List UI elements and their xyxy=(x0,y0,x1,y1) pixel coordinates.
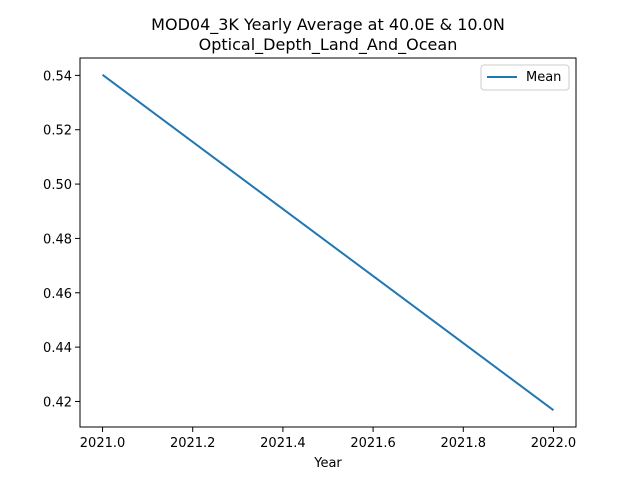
legend-box xyxy=(480,64,570,91)
x-tick-label: 2021.0 xyxy=(80,436,126,451)
legend: Mean xyxy=(480,64,570,91)
x-tick-label: 2021.6 xyxy=(350,436,396,451)
chart-title: MOD04_3K Yearly Average at 40.0E & 10.0N xyxy=(151,15,505,35)
plot-frame xyxy=(79,57,577,428)
chart-subtitle: Optical_Depth_Land_And_Ocean xyxy=(199,35,458,55)
x-tick-label: 2021.4 xyxy=(260,436,306,451)
y-tick-label: 0.42 xyxy=(43,395,72,410)
y-tick-label: 0.48 xyxy=(43,232,72,247)
y-tick-label: 0.52 xyxy=(43,124,72,139)
y-tick-label: 0.46 xyxy=(43,287,72,302)
x-axis: 2021.0 2021.2 2021.4 2021.6 2021.8 2022.0 xyxy=(80,427,576,451)
x-axis-label: Year xyxy=(313,456,342,471)
plot-area xyxy=(101,74,555,411)
x-tick-label: 2021.8 xyxy=(441,436,487,451)
x-tick-label: 2022.0 xyxy=(531,436,577,451)
x-tick-label: 2021.2 xyxy=(170,436,216,451)
y-axis: 0.42 0.44 0.46 0.48 0.50 0.52 0.54 xyxy=(43,69,80,410)
y-tick-label: 0.50 xyxy=(43,178,72,193)
y-tick-label: 0.54 xyxy=(43,69,72,84)
legend-label-mean: Mean xyxy=(526,70,561,85)
y-tick-label: 0.44 xyxy=(43,341,72,356)
series-line-mean xyxy=(101,74,555,411)
